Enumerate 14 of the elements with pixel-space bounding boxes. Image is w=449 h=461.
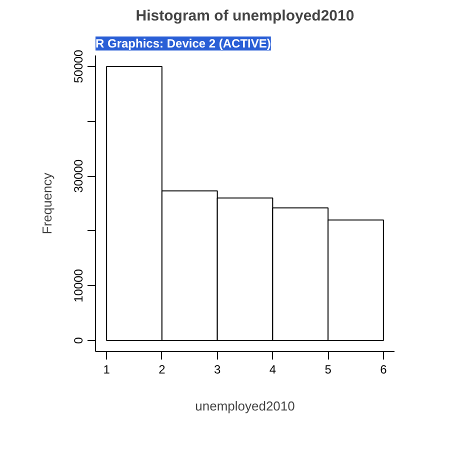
x-tick-label: 3 bbox=[214, 362, 221, 376]
y-tick-label: 0 bbox=[72, 336, 86, 344]
x-tick-label: 5 bbox=[324, 362, 332, 376]
y-tick-label: 50000 bbox=[72, 49, 86, 84]
x-tick-label: 6 bbox=[380, 362, 388, 376]
y-axis-title: Frequency bbox=[40, 172, 54, 234]
x-tick-label: 1 bbox=[103, 362, 110, 376]
chart-title: Histogram of unemployed2010 bbox=[136, 8, 354, 24]
x-tick-label: 2 bbox=[158, 362, 166, 376]
y-tick-label: 10000 bbox=[72, 268, 86, 302]
y-tick-label: 30000 bbox=[72, 159, 86, 193]
x-axis-title: unemployed2010 bbox=[195, 398, 295, 414]
x-tick-label: 4 bbox=[269, 362, 276, 376]
text: R Graphics: Device 2 (ACTIVE) bbox=[96, 36, 271, 50]
